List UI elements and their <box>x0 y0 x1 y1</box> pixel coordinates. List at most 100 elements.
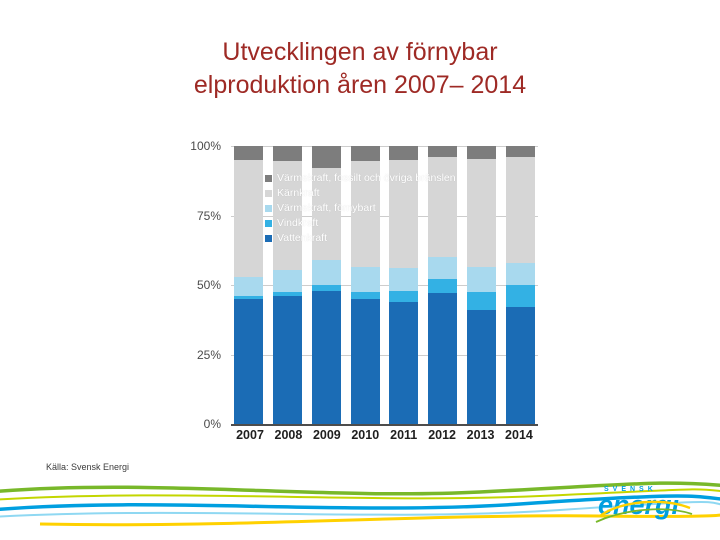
x-tick-label: 2011 <box>390 428 418 442</box>
stacked-bar-2012 <box>428 146 458 424</box>
bar-segment <box>350 298 380 424</box>
title-line-1: Utvecklingen av förnybar <box>222 38 498 66</box>
bar-segment <box>428 257 458 280</box>
x-tick-label: 2012 <box>428 428 457 442</box>
stacked-bar-2010 <box>350 146 380 424</box>
legend-item: Kärnkraft <box>265 187 456 199</box>
bar-segment <box>467 291 497 311</box>
bar-segment <box>234 298 263 424</box>
grid-line <box>231 146 538 147</box>
bars-container <box>231 146 538 424</box>
stacked-bar-2011 <box>389 146 419 424</box>
y-tick-label: 0% <box>203 417 221 431</box>
bar-segment <box>350 161 380 267</box>
bar-segment <box>428 293 458 424</box>
chart-legend: Värmekraft, fossilt och övriga bränslen K… <box>265 172 456 247</box>
bar-segment <box>350 146 380 162</box>
legend-label: Kärnkraft <box>277 187 320 199</box>
legend-swatch-icon <box>265 219 272 227</box>
legend-swatch-icon <box>265 189 272 197</box>
legend-label: Värmekraft, fossilt och övriga bränslen <box>277 172 456 184</box>
legend-label: Värmekraft, förnybart <box>277 202 376 214</box>
bar-segment <box>272 146 302 162</box>
svensk-energi-logo: SVENSK energi <box>595 486 694 530</box>
bar-segment <box>350 266 380 292</box>
legend-swatch-icon <box>265 204 272 212</box>
legend-item: Vindkraft <box>265 217 456 229</box>
slide-title: Utvecklingen av förnybar elproduktion år… <box>0 36 720 102</box>
bar-segment <box>428 157 458 258</box>
logo-wordmark: energi <box>598 490 680 520</box>
bar-segment <box>272 296 302 424</box>
decorative-waves <box>0 481 720 527</box>
bar-segment <box>234 146 263 160</box>
title-line-2: elproduktion åren 2007– 2014 <box>193 71 527 99</box>
x-tick-label: 2014 <box>505 428 533 442</box>
stacked-bar-2009 <box>311 146 341 424</box>
wave-sky <box>0 501 720 518</box>
legend-swatch-icon <box>265 234 272 242</box>
wave-yellow <box>39 513 720 527</box>
bar-segment <box>311 146 341 169</box>
bar-segment <box>234 159 263 277</box>
wave-blue <box>0 494 720 512</box>
bar-segment <box>467 266 497 292</box>
x-tick-label: 2007 <box>236 428 264 442</box>
source-note: Källa: Svensk Energi <box>46 462 130 472</box>
y-tick-label: 25% <box>196 347 221 362</box>
legend-item: Vattenkraft <box>265 232 456 244</box>
plot-area: Värmekraft, fossilt och övriga bränslen K… <box>231 146 538 426</box>
bar-segment <box>311 290 341 424</box>
wave-green <box>0 481 720 496</box>
legend-label: Vindkraft <box>277 217 319 229</box>
stacked-bar-chart: 100% 75% 50% 25% 0% Värmekraft, fossilt och … <box>183 136 551 458</box>
logo-wordmark-small: SVENSK <box>604 486 657 493</box>
bar-segment <box>505 262 535 286</box>
bar-segment <box>389 301 419 424</box>
stacked-bar-2008 <box>272 146 302 424</box>
bar-segment <box>311 168 341 260</box>
bar-segment <box>272 161 302 270</box>
bar-segment <box>505 285 535 308</box>
bar-segment <box>467 310 497 424</box>
x-tick-label: 2008 <box>274 428 303 442</box>
x-tick-label: 2013 <box>466 428 495 442</box>
bar-segment <box>467 146 497 159</box>
x-axis: 2007 2008 2009 2010 2011 2012 2013 2014 <box>231 428 538 442</box>
y-tick-label: 50% <box>196 278 221 292</box>
bar-segment <box>234 276 263 297</box>
bar-segment <box>505 157 535 263</box>
x-tick-label: 2010 <box>351 428 380 442</box>
grid-line <box>231 354 538 356</box>
bar-segment <box>505 146 535 158</box>
legend-item: Värmekraft, fossilt och övriga bränslen <box>265 172 456 184</box>
bar-segment <box>272 291 302 297</box>
bar-segment <box>505 307 535 424</box>
y-axis: 100% 75% 50% 25% 0% <box>183 139 225 431</box>
y-tick-label: 75% <box>196 208 221 223</box>
grid-line <box>231 285 538 286</box>
bar-segment <box>467 158 497 267</box>
bar-segment <box>272 269 302 292</box>
legend-swatch-icon <box>265 174 272 182</box>
bar-segment <box>389 268 419 291</box>
bar-segment <box>389 146 419 160</box>
bar-segment <box>389 159 419 269</box>
bar-segment <box>311 260 341 286</box>
bar-segment <box>234 296 263 299</box>
bar-segment <box>350 291 380 299</box>
bar-segment <box>428 146 458 158</box>
wave-lime <box>0 488 720 501</box>
stacked-bar-2014 <box>505 146 535 424</box>
stacked-bar-2013 <box>467 146 497 424</box>
legend-item: Värmekraft, förnybart <box>265 202 456 214</box>
y-tick-label: 100% <box>190 139 221 153</box>
grid-line <box>231 215 538 217</box>
legend-label: Vattenkraft <box>277 232 327 244</box>
x-tick-label: 2009 <box>312 428 341 442</box>
bar-segment <box>389 290 419 302</box>
bar-segment <box>311 285 341 291</box>
stacked-bar-2007 <box>234 146 263 424</box>
bar-segment <box>428 279 458 294</box>
